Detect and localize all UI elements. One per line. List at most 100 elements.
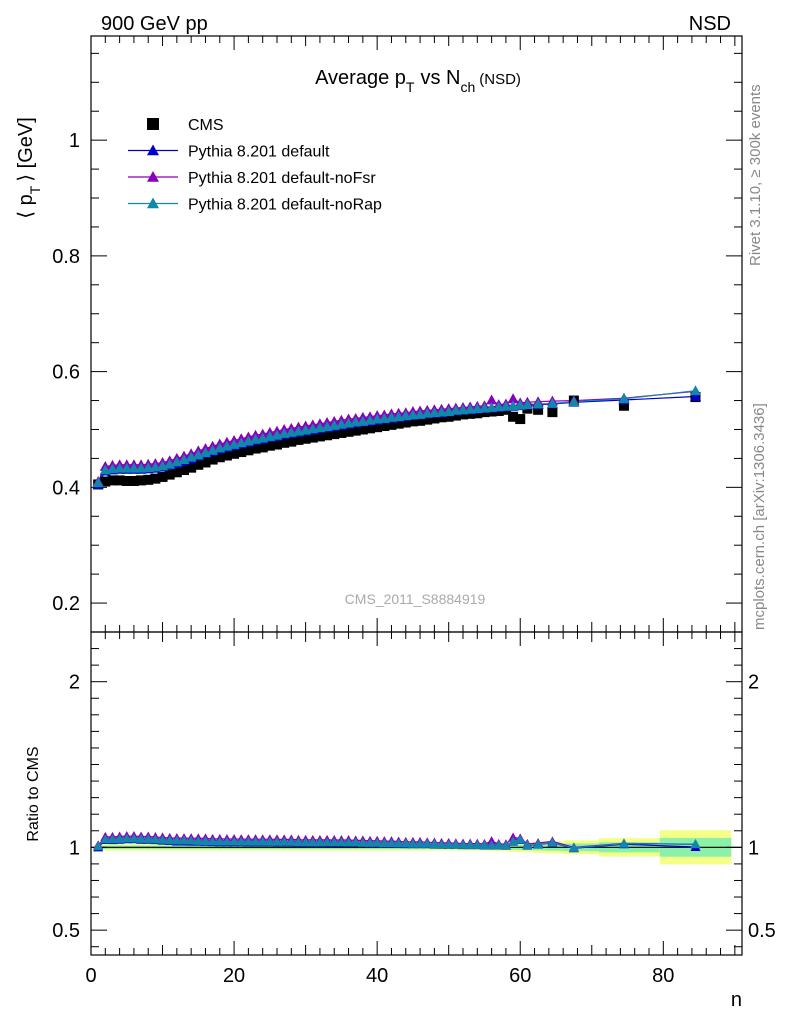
data-point (121, 462, 133, 473)
mcplots-label: mcplots.cern.ch [arXiv:1306.3436] (751, 403, 768, 630)
ratio-point (379, 838, 390, 848)
y-tick-label: 0.2 (52, 593, 80, 615)
ratio-point (515, 834, 526, 844)
data-point (508, 411, 519, 422)
ratio-series-3 (93, 833, 701, 852)
data-point (415, 415, 426, 426)
data-point (100, 476, 111, 487)
ratio-point (114, 833, 125, 843)
ratio-point (522, 840, 533, 850)
legend-label: Pythia 8.201 default-noFsr (188, 170, 376, 187)
data-point (128, 475, 139, 486)
data-point (329, 429, 340, 440)
data-point (293, 434, 304, 445)
ratio-point (286, 836, 297, 846)
data-point (357, 424, 368, 435)
data-point (300, 433, 311, 444)
ratio-point (486, 840, 497, 850)
x-tick-label: 60 (509, 965, 531, 987)
data-point (690, 390, 701, 401)
y-tick-label: 0.6 (52, 362, 80, 384)
data-point (200, 457, 211, 468)
ratio-y-axis-label: Ratio to CMS (25, 746, 42, 841)
data-point (365, 423, 375, 434)
ratio-point (322, 837, 333, 847)
ratio-point (429, 839, 440, 849)
ratio-point (690, 839, 701, 849)
header-left: 900 GeV pp (101, 13, 208, 35)
legend: CMS Pythia 8.201 default Pythia 8.201 defa… (128, 117, 382, 214)
data-point (393, 418, 404, 429)
data-point (186, 462, 197, 473)
ratio-point (393, 838, 404, 848)
ratio-point (250, 836, 261, 846)
ratio-point (136, 833, 147, 843)
ratio-y-tick-label-right: 0.5 (748, 920, 776, 942)
data-point (386, 419, 397, 430)
data-point (257, 442, 268, 453)
y-tick-label: 1 (69, 130, 80, 152)
data-point (136, 475, 147, 486)
ratio-point (365, 837, 375, 847)
data-point (150, 473, 161, 484)
data-point (114, 475, 125, 486)
data-point (568, 396, 580, 407)
legend-marker-triangle (147, 144, 159, 156)
ratio-point (357, 837, 368, 847)
ratio-y-tick-label-right: 2 (748, 672, 759, 694)
ratio-point (372, 837, 383, 847)
data-point (272, 439, 282, 450)
data-point (450, 410, 461, 421)
data-point (207, 454, 218, 465)
ratio-point (200, 835, 211, 845)
data-point (279, 437, 290, 448)
x-tick-label: 20 (223, 965, 245, 987)
legend-marker-triangle (147, 197, 159, 209)
ratio-y-tick-label: 1 (69, 837, 80, 859)
ratio-y-tick-label: 2 (69, 672, 80, 694)
data-point (92, 477, 104, 488)
x-tick-label: 0 (85, 965, 96, 987)
data-point (436, 412, 447, 423)
series-cms (93, 392, 701, 490)
ratio-point (221, 836, 232, 846)
ratio-point (229, 836, 240, 846)
y-axis-label: ⟨ pT⟩ [GeV] (15, 117, 43, 219)
data-point (515, 414, 526, 425)
header-right: NSD (689, 13, 731, 35)
ratio-point (193, 835, 204, 845)
ratio-point (128, 833, 139, 843)
data-point (264, 440, 275, 451)
data-point (507, 393, 519, 404)
data-point (379, 421, 390, 432)
legend-label: Pythia 8.201 default-noRap (188, 197, 382, 214)
ratio-y-tick-label: 0.5 (52, 920, 80, 942)
ratio-point (300, 837, 311, 847)
ratio-point (618, 838, 629, 848)
ratio-point (422, 838, 433, 848)
data-point (533, 404, 544, 415)
legend-entry: CMS (147, 117, 224, 134)
data-point (336, 427, 347, 438)
x-tick-label: 40 (366, 965, 388, 987)
ratio-point (257, 836, 268, 846)
y-tick-label: 0.8 (52, 246, 80, 268)
ratio-point (150, 834, 161, 844)
legend-entry: Pythia 8.201 default-noFsr (128, 170, 376, 187)
data-point (407, 416, 418, 427)
x-tick-label: 80 (652, 965, 674, 987)
ratio-point (458, 839, 468, 849)
x-axis-ticks: 0 20 40 60 80 (85, 36, 736, 987)
ratio-point (307, 837, 318, 847)
ratio-point (415, 838, 426, 848)
y-tick-label: 0.4 (52, 477, 80, 499)
data-point (243, 445, 254, 456)
ratio-point (547, 837, 558, 847)
ratio-point (386, 838, 397, 848)
ratio-point (479, 840, 490, 850)
legend-entry: Pythia 8.201 default (128, 144, 330, 161)
data-point (107, 475, 118, 486)
ratio-point (272, 836, 282, 846)
data-point (128, 462, 140, 473)
